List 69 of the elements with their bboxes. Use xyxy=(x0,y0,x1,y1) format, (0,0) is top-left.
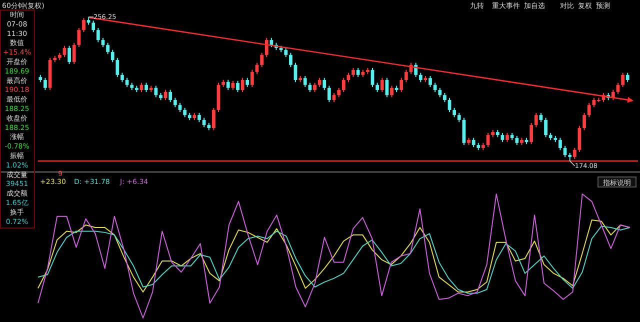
candlestick xyxy=(178,102,182,113)
candlestick xyxy=(212,107,216,131)
candlestick xyxy=(284,47,288,58)
candlestick xyxy=(337,87,340,98)
candlestick xyxy=(428,75,432,88)
candlestick xyxy=(322,77,326,90)
candlestick xyxy=(582,112,586,131)
candlestick xyxy=(92,20,96,33)
candlestick xyxy=(82,17,86,33)
candlestick xyxy=(106,42,110,55)
candlestick xyxy=(390,85,394,98)
candlestick xyxy=(246,77,250,88)
candlestick xyxy=(342,77,346,93)
candlestick xyxy=(270,37,274,48)
candlestick xyxy=(231,80,235,90)
candlestick xyxy=(457,112,461,123)
candlestick xyxy=(144,82,148,93)
candlestick xyxy=(120,72,124,83)
candlestick xyxy=(400,77,404,93)
candlestick xyxy=(452,107,456,118)
candlestick xyxy=(500,132,504,143)
candlestick xyxy=(376,82,379,93)
candlestick xyxy=(72,42,76,65)
candlestick xyxy=(68,45,71,65)
candlestick xyxy=(318,77,322,88)
candlestick xyxy=(544,117,548,138)
candlestick xyxy=(198,112,201,123)
candlestick xyxy=(506,132,509,143)
candlestick xyxy=(101,37,105,48)
candlestick xyxy=(534,112,538,128)
candlestick xyxy=(438,87,442,98)
candlestick xyxy=(44,77,47,90)
candlestick xyxy=(116,57,120,78)
candlestick xyxy=(264,37,268,58)
candlestick xyxy=(303,75,307,88)
candlestick xyxy=(621,72,624,88)
candlestick xyxy=(370,67,374,88)
candlestick xyxy=(356,67,360,78)
candlestick xyxy=(328,85,331,103)
candlestick xyxy=(110,49,114,63)
candlestick xyxy=(587,102,591,118)
candlestick xyxy=(626,72,630,83)
candlestick xyxy=(443,92,446,103)
candlestick xyxy=(77,27,81,48)
candlestick xyxy=(404,69,408,83)
candlestick xyxy=(96,27,100,43)
candlestick xyxy=(173,97,177,108)
candlestick xyxy=(352,67,355,78)
candlestick xyxy=(332,92,336,103)
candlestick xyxy=(572,147,576,160)
candlestick xyxy=(154,85,158,98)
candlestick xyxy=(515,135,519,146)
candlestick xyxy=(226,79,230,90)
candlestick xyxy=(418,72,422,83)
candlestick xyxy=(433,82,437,93)
candlestick xyxy=(289,52,292,68)
candlestick xyxy=(260,52,264,68)
candlestick xyxy=(236,80,240,93)
candlestick xyxy=(558,137,562,151)
candlestick xyxy=(183,107,186,118)
candlestick xyxy=(313,82,316,93)
candlestick xyxy=(472,137,476,148)
candlestick xyxy=(250,69,254,88)
candlestick xyxy=(530,122,534,145)
candlestick xyxy=(380,77,384,93)
candlestick xyxy=(168,89,172,103)
candlestick xyxy=(539,112,543,123)
candlestick xyxy=(125,77,129,88)
candlestick xyxy=(414,62,418,78)
